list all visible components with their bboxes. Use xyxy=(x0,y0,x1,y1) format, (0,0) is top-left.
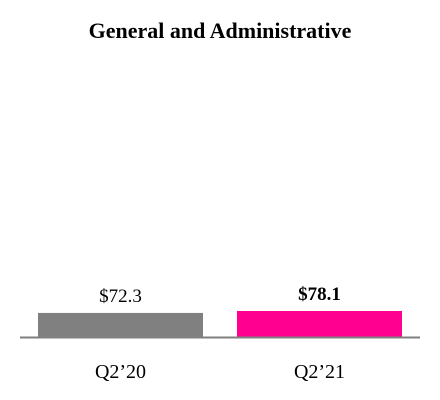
data-label-1: $72.3 xyxy=(99,286,142,307)
data-label-2: $78.1 xyxy=(298,284,341,305)
x-tick-label-2: Q2’21 xyxy=(294,361,345,383)
x-tick-label-1: Q2’20 xyxy=(95,361,146,383)
bar-1 xyxy=(38,312,203,337)
chart-title: General and Administrative xyxy=(88,18,352,43)
bar-2 xyxy=(237,311,402,337)
